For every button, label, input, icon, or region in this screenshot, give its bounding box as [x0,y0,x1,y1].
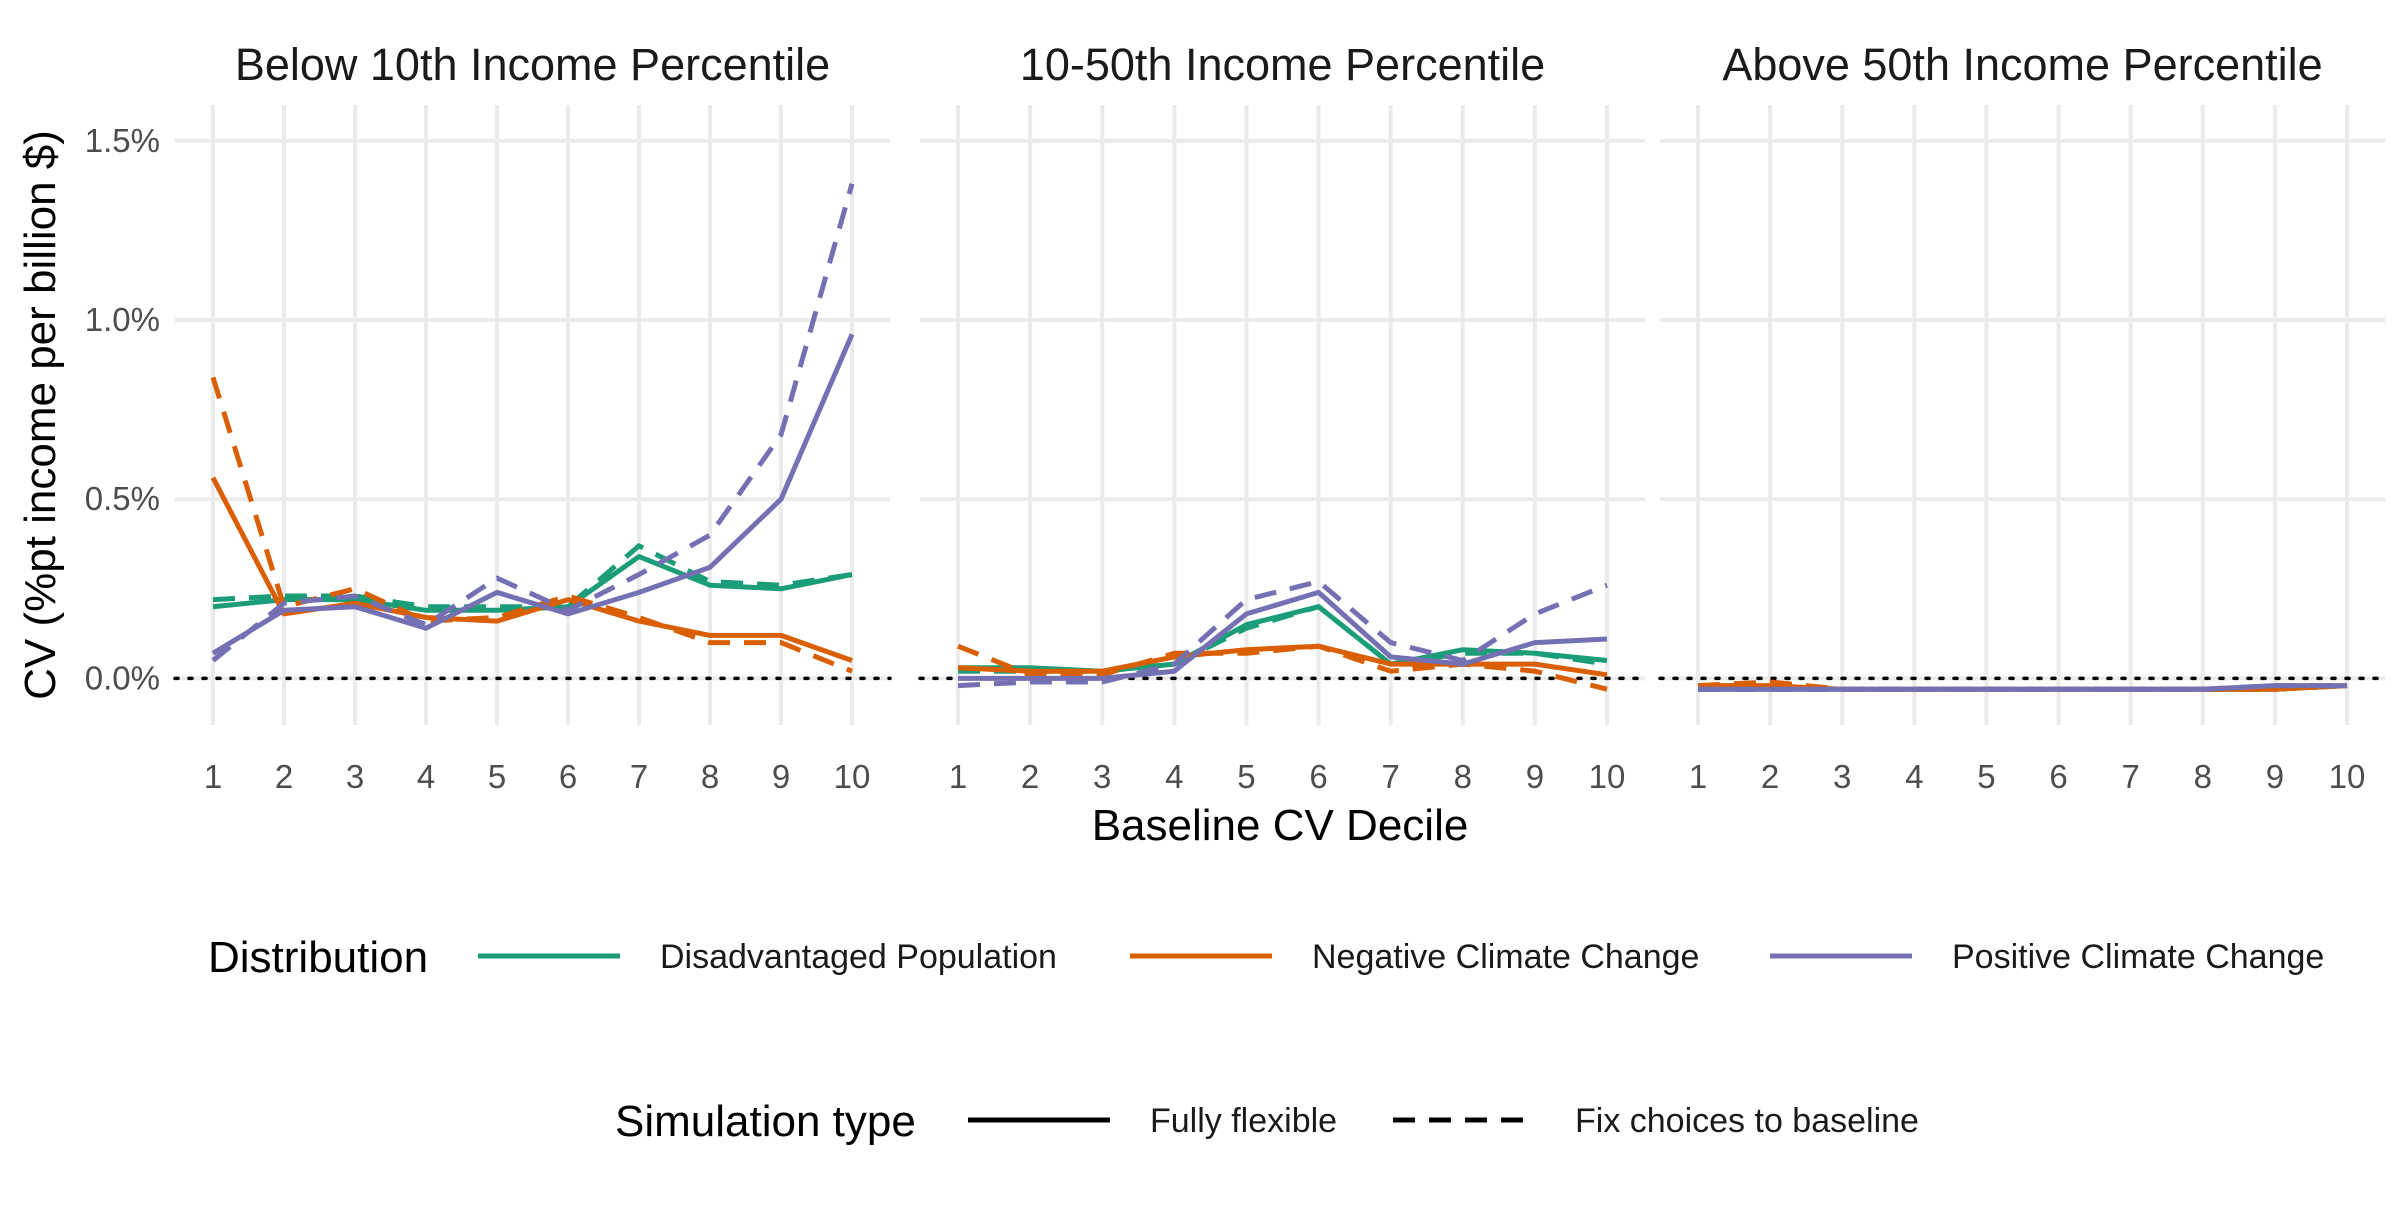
x-tick-label: 2 [1761,758,1779,795]
x-tick-label: 10 [834,758,871,795]
x-tick-label: 1 [1689,758,1707,795]
panel-2: 10-50th Income Percentile 1 2 3 4 5 6 7 8 9 10 [918,39,1647,795]
series-line-positive-climate-change-fix-choices-to-baseline [1698,683,2347,692]
x-tick-label: 2 [1021,758,1039,795]
series-line-negative-climate-change-fix-choices-to-baseline [210,376,853,674]
x-tick-label: 1 [204,758,222,795]
x-tick-label: 3 [1093,758,1111,795]
y-tick-label: 1.0% [85,301,160,338]
x-axis-title: Baseline CV Decile [1092,801,1469,850]
legend-label-fully-flexible: Fully flexible [1150,1102,1337,1140]
x-tick-label: 6 [2049,758,2067,795]
legend-distribution: Distribution Disadvantaged Population Nega… [208,933,2324,982]
x-tick-label: 1 [949,758,967,795]
x-tick-label: 5 [1977,758,1995,795]
x-tick-label: 8 [701,758,719,795]
panel-3: Above 50th Income Percentile 1 2 3 4 5 6 7 8 9 10 [1658,39,2387,795]
x-tick-label: 7 [1381,758,1399,795]
series-line-positive-climate-change-fix-choices-to-baseline [957,579,1608,689]
x-tick-label: 3 [1833,758,1851,795]
legend-label-disadvantaged-population: Disadvantaged Population [660,938,1057,976]
x-tick-label: 4 [417,758,435,795]
x-tick-label: 8 [2194,758,2212,795]
legend-label-negative-climate-change: Negative Climate Change [1312,938,1699,976]
x-tick-label: 5 [488,758,506,795]
x-tick-label: 10 [2329,758,2366,795]
x-tick-label: 4 [1905,758,1923,795]
panel-title: Below 10th Income Percentile [235,39,830,90]
panel-title: 10-50th Income Percentile [1020,39,1545,90]
x-tick-label: 6 [1309,758,1327,795]
y-axis-title: CV (%pt income per billion $) [16,130,65,700]
x-tick-label: 6 [559,758,577,795]
series-line-negative-climate-change-fully-flexible [210,476,853,663]
x-tick-label: 9 [772,758,790,795]
panel-1: Below 10th Income Percentile 1 2 3 4 5 6 7 8 9 10 [173,39,892,795]
x-tick-label: 5 [1237,758,1255,795]
y-tick-label: 0.5% [85,480,160,517]
y-tick-label: 1.5% [85,122,160,159]
series-line-negative-climate-change-fix-choices-to-baseline [957,643,1608,692]
legend-title-simulation-type: Simulation type [615,1097,916,1146]
series-line-positive-climate-change-fully-flexible [211,333,855,656]
x-tick-label: 3 [346,758,364,795]
x-tick-label: 7 [2121,758,2139,795]
x-tick-label: 7 [630,758,648,795]
series-line-disadvantaged-population-fix-choices-to-baseline [958,604,1608,674]
x-tick-label: 10 [1589,758,1626,795]
x-tick-label: 2 [275,758,293,795]
legend-title-distribution: Distribution [208,933,428,982]
legend-label-positive-climate-change: Positive Climate Change [1952,938,2324,976]
x-tick-label: 4 [1165,758,1183,795]
y-tick-label: 0.0% [85,659,160,696]
legend-label-fix-choices-to-baseline: Fix choices to baseline [1575,1102,1919,1140]
series-line-positive-climate-change-fix-choices-to-baseline [211,183,855,663]
x-tick-label: 9 [2266,758,2284,795]
legend-simulation-type: Simulation type Fully flexible Fix choices… [615,1097,1919,1146]
x-tick-label: 9 [1526,758,1544,795]
series-line-positive-climate-change-fully-flexible [958,589,1608,681]
panel-title: Above 50th Income Percentile [1722,39,2322,90]
x-tick-label: 8 [1454,758,1472,795]
